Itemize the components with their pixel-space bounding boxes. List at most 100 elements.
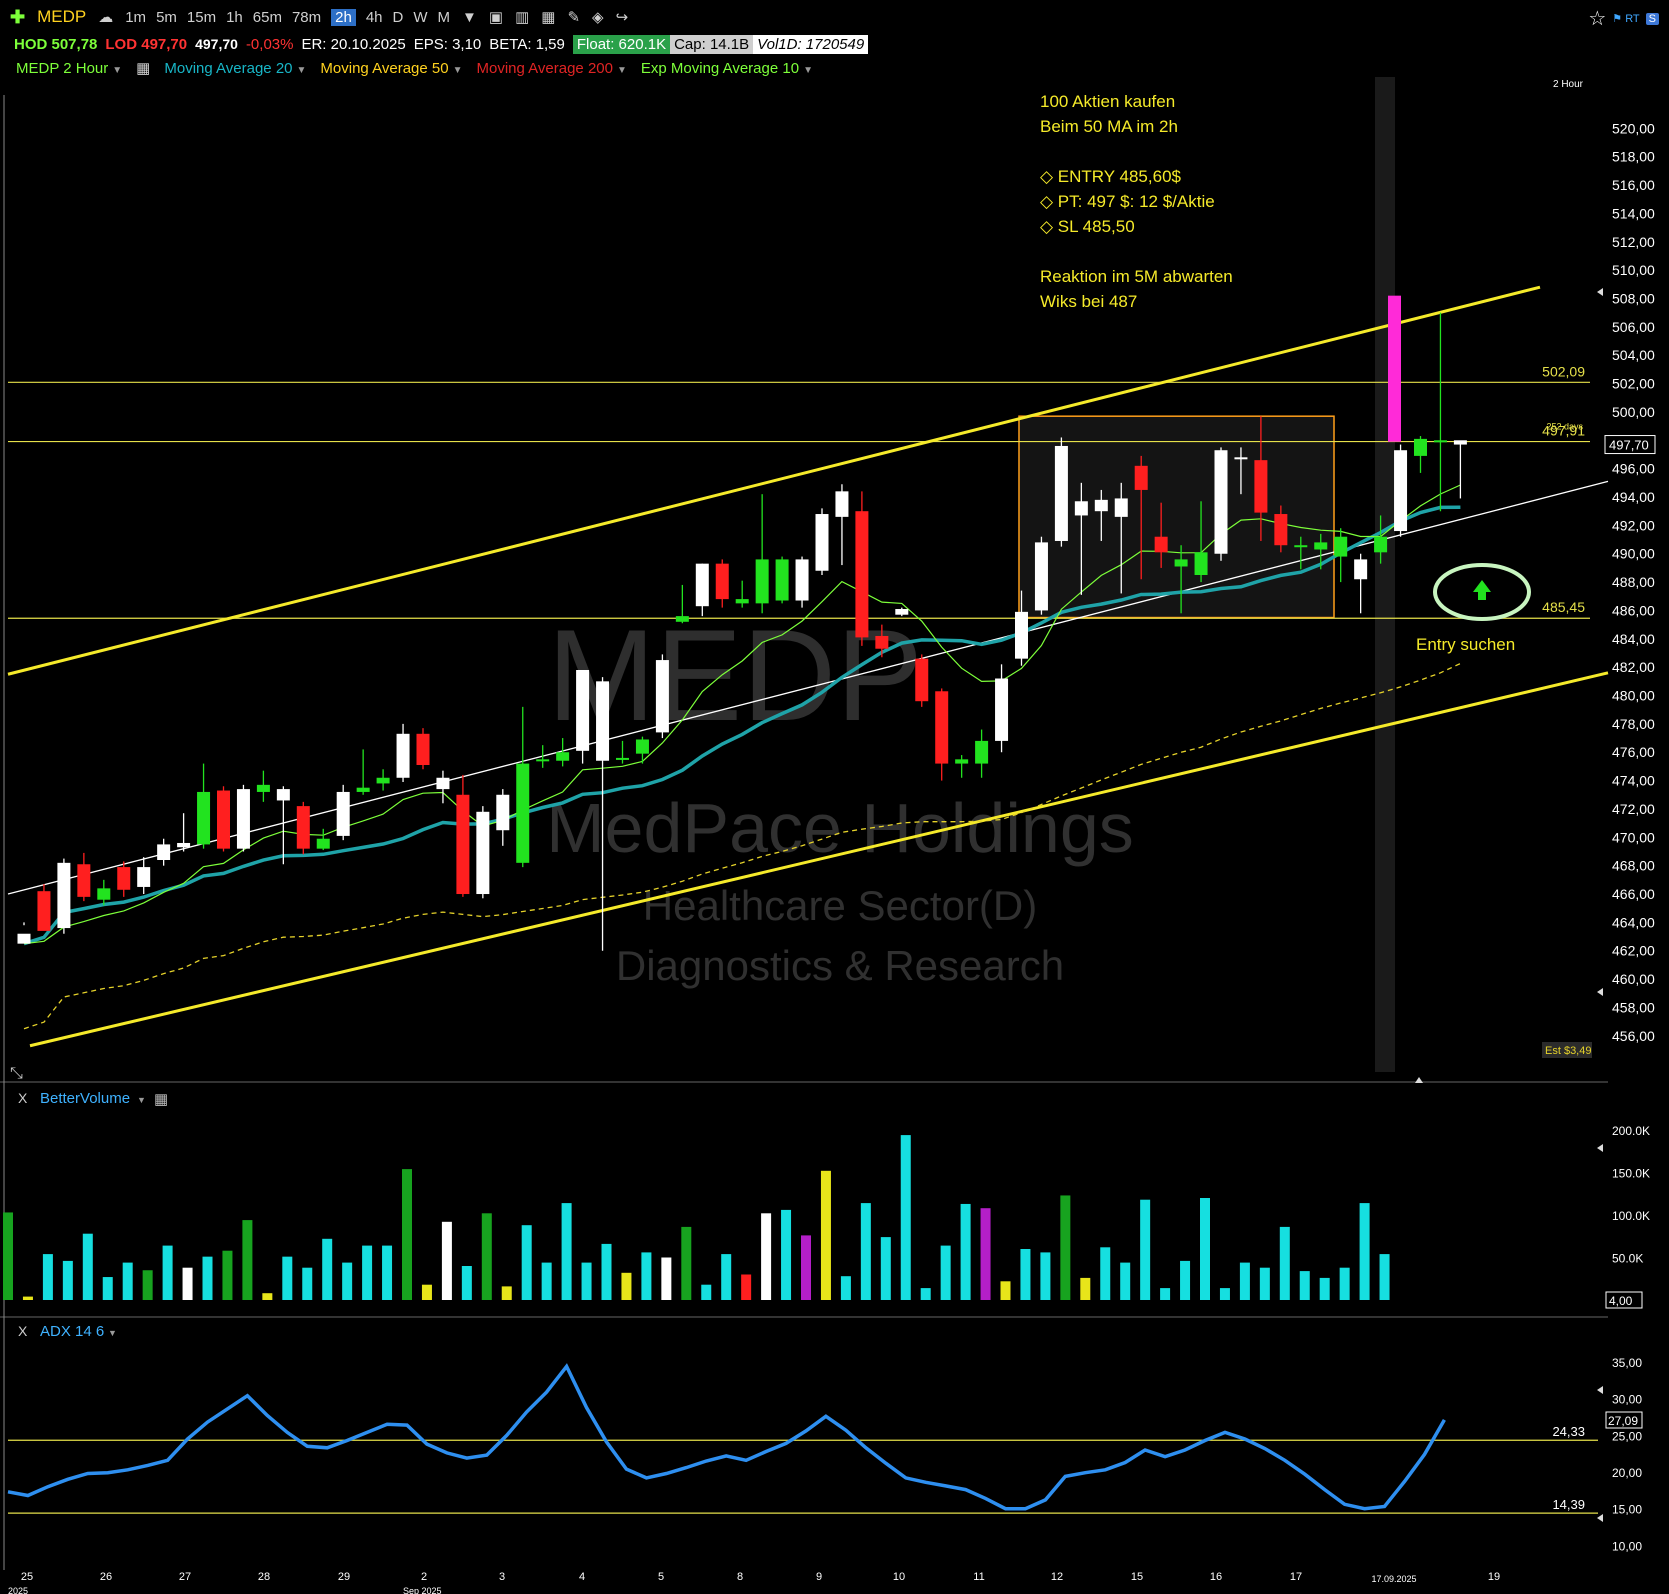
volume-bar xyxy=(3,1212,13,1300)
volume-bar xyxy=(741,1274,752,1300)
candle-body xyxy=(556,752,570,761)
volume-bar xyxy=(362,1245,373,1300)
candle-body xyxy=(17,933,31,944)
beta-value: BETA: 1,59 xyxy=(489,35,565,53)
ma200-label[interactable]: Moving Average 200 ▼ xyxy=(476,60,626,77)
note-line: Wiks bei 487 xyxy=(1040,292,1137,311)
timeframe-D[interactable]: D xyxy=(392,8,404,26)
volume-pane-label: BetterVolume xyxy=(40,1090,130,1107)
realtime-flag[interactable]: ⚑ RT xyxy=(1612,13,1640,25)
last-price-label: 497,70 xyxy=(1609,438,1649,453)
volume-bar xyxy=(481,1213,492,1300)
est-label: Est $3,49 xyxy=(1545,1045,1591,1057)
ma200-text: Moving Average 200 xyxy=(476,59,613,77)
volume-bar xyxy=(1259,1267,1270,1300)
x-tick-label: 15 xyxy=(1131,1571,1143,1583)
timeframe-1h[interactable]: 1h xyxy=(226,8,243,26)
calculator-icon[interactable]: ▦ xyxy=(541,9,556,26)
change-value: -0,03% xyxy=(245,35,294,53)
grid-icon[interactable]: ▦ xyxy=(136,60,151,77)
volume-bar xyxy=(382,1245,393,1300)
timeframe-2h[interactable]: 2h xyxy=(331,8,356,26)
main-series-label[interactable]: MEDP 2 Hour ▼ xyxy=(16,60,122,77)
eraser-icon[interactable]: ◈ xyxy=(592,9,604,26)
volume-bar xyxy=(182,1267,193,1300)
volume-bar xyxy=(1299,1271,1310,1300)
bars-icon[interactable]: ▥ xyxy=(515,9,530,26)
note-line: Beim 50 MA im 2h xyxy=(1040,117,1178,136)
chevron-down-icon: ▼ xyxy=(296,64,307,76)
share-icon[interactable]: ↪ xyxy=(615,9,629,26)
volume-marker-label: 4,00 xyxy=(1609,1294,1633,1308)
volume-bar xyxy=(421,1284,432,1300)
candle-body xyxy=(596,681,610,761)
star-icon[interactable]: ☆ xyxy=(1588,8,1607,30)
candle-body xyxy=(396,733,410,778)
est-box xyxy=(1542,1042,1592,1058)
candle-body xyxy=(975,740,989,764)
volume-bar xyxy=(461,1266,472,1300)
candle-body xyxy=(256,784,270,792)
dropdown-icon[interactable]: ▼ xyxy=(462,8,477,26)
price-tick-label: 484,00 xyxy=(1612,631,1655,647)
volume-bar xyxy=(541,1262,552,1300)
adx-level-label: 14,39 xyxy=(1552,1497,1585,1512)
price-tick-label: 482,00 xyxy=(1612,659,1655,675)
price-tick-label: 460,00 xyxy=(1612,971,1655,987)
candle-body xyxy=(895,609,909,615)
ema10-text: Exp Moving Average 10 xyxy=(640,59,800,77)
volume-bar xyxy=(900,1135,911,1300)
x-tick-label: 16 xyxy=(1210,1571,1222,1583)
price-tick-label: 462,00 xyxy=(1612,943,1655,959)
timeframe-M[interactable]: M xyxy=(437,8,451,26)
volume-bar xyxy=(1319,1277,1330,1300)
volume-bar xyxy=(561,1203,572,1300)
timeframe-15m[interactable]: 15m xyxy=(186,8,217,26)
main-series-text: MEDP 2 Hour xyxy=(16,59,109,77)
s-badge[interactable]: S xyxy=(1645,12,1659,25)
price-tick-label: 490,00 xyxy=(1612,546,1655,562)
candle-body xyxy=(795,559,809,601)
volume-bar xyxy=(1080,1277,1091,1300)
volume-bar xyxy=(1339,1267,1350,1300)
candle-body xyxy=(1274,514,1288,546)
price-tick-label: 510,00 xyxy=(1612,262,1655,278)
watermark-industry: Diagnostics & Research xyxy=(616,942,1064,989)
timeframe-78m[interactable]: 78m xyxy=(291,8,322,26)
adx-tick-label: 30,00 xyxy=(1612,1393,1642,1407)
cloud-icon[interactable]: ☁ xyxy=(98,9,114,26)
tc-icon[interactable]: ▣ xyxy=(488,9,504,26)
ema10-label[interactable]: Exp Moving Average 10 ▼ xyxy=(641,60,813,77)
price-tick-label: 456,00 xyxy=(1612,1028,1655,1044)
ma50-label[interactable]: Moving Average 50 ▼ xyxy=(320,60,462,77)
volume-bar xyxy=(1239,1262,1250,1300)
projection-bar xyxy=(1388,295,1401,442)
x-tick-label: 27 xyxy=(179,1571,191,1583)
ma20-label[interactable]: Moving Average 20 ▼ xyxy=(164,60,306,77)
volume-bar xyxy=(1379,1254,1390,1300)
volume-bar xyxy=(880,1237,891,1300)
timeframe-5m[interactable]: 5m xyxy=(156,8,177,26)
candle-body xyxy=(1354,559,1368,580)
timeframe-4h[interactable]: 4h xyxy=(365,8,383,26)
timeframe-1m[interactable]: 1m xyxy=(125,8,147,26)
volume-bar xyxy=(122,1262,133,1300)
x-tick-label: 17 xyxy=(1290,1571,1302,1583)
volume-close-label: X xyxy=(18,1090,28,1106)
price-tick-label: 486,00 xyxy=(1612,602,1655,618)
timeframe-65m[interactable]: 65m xyxy=(252,8,282,26)
candle-body xyxy=(755,559,769,604)
ma50-line xyxy=(23,662,1461,1030)
chevron-down-icon: ▼ xyxy=(452,64,463,76)
axis-marker-icon xyxy=(1597,988,1603,996)
candle-body xyxy=(37,891,51,931)
price-tick-label: 504,00 xyxy=(1612,347,1655,363)
axis-marker-icon xyxy=(1597,1514,1603,1522)
volume-bar xyxy=(661,1257,672,1300)
timeframe-W[interactable]: W xyxy=(413,8,428,26)
horizontal-level-label: 485,45 xyxy=(1542,599,1585,615)
draw-pencil-icon[interactable]: ✎ xyxy=(567,9,581,26)
add-symbol-icon[interactable]: ✚ xyxy=(10,6,26,27)
symbol-label[interactable]: MEDP xyxy=(37,7,87,26)
